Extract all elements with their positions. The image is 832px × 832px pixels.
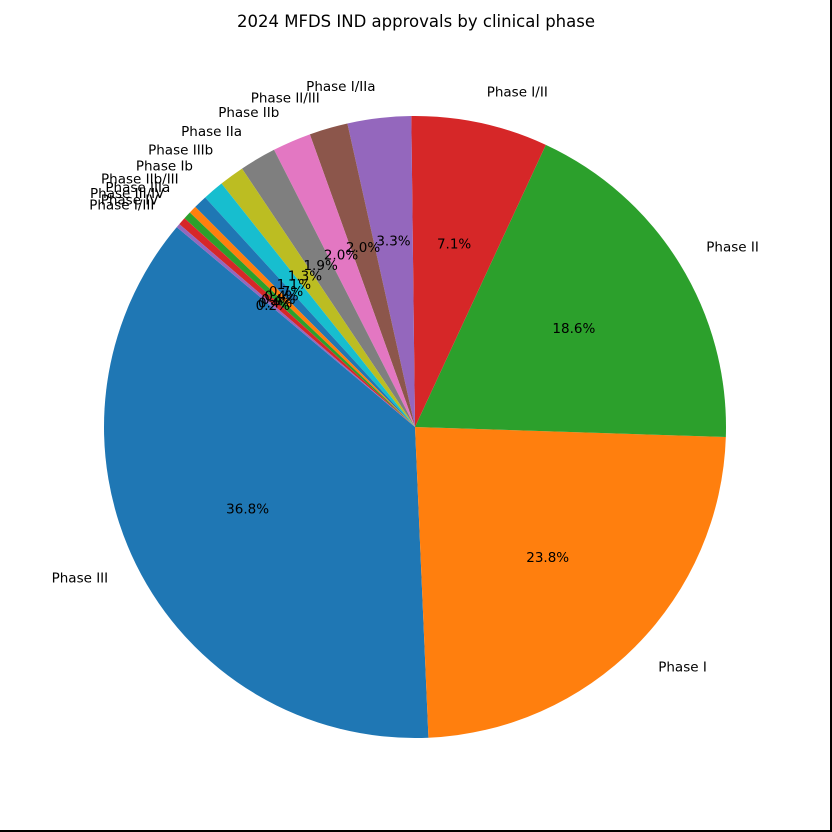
pie-labels: Phase III 36.8% Phase I 23.8% Phase II 18.6% P… — [52, 79, 759, 675]
pct-phase-ib: 1.1% — [277, 277, 311, 293]
pct-phase-iiia: 0.4% — [264, 289, 298, 305]
label-phase-i-iia: Phase I/IIa — [306, 79, 375, 95]
label-phase-ib: Phase Ib — [136, 159, 193, 175]
slice-phase-iia — [241, 149, 415, 427]
pct-phase-i-ii: 7.1% — [437, 237, 471, 253]
label-phase-i-iii: Phase I/III — [89, 197, 154, 213]
label-phase-i-ii: Phase I/II — [487, 85, 548, 101]
slice-phase-ii-iii — [309, 123, 415, 427]
slice-phase-i-iia — [347, 116, 415, 427]
slice-phase-iv — [179, 218, 415, 427]
slice-phase-iib-iii — [195, 197, 415, 427]
pct-phase-iv: 0.4% — [258, 296, 292, 312]
pct-phase-iib: 2.0% — [324, 248, 358, 264]
slice-phase-i-iii — [176, 224, 415, 427]
slice-phase-i-ii — [411, 116, 546, 427]
pct-phase-i-iia: 3.3% — [376, 234, 410, 250]
pct-phase-iia: 1.9% — [303, 258, 337, 274]
pct-phase-ii-iii: 2.0% — [346, 240, 380, 256]
slice-phase-iib — [274, 134, 415, 427]
label-phase-iib: Phase IIb — [218, 105, 279, 121]
slice-phase-iiib — [221, 168, 415, 427]
slice-phase-iii — [103, 227, 429, 738]
label-phase-iia: Phase IIa — [181, 124, 242, 140]
slice-phase-ib — [205, 183, 415, 427]
slice-phase-ii — [415, 144, 727, 437]
label-phase-iiib: Phase IIIb — [148, 143, 213, 159]
label-phase-ii: Phase II — [706, 240, 759, 256]
chart-title: 2024 MFDS IND approvals by clinical phas… — [237, 12, 595, 31]
pie-slices — [103, 116, 727, 738]
pct-phase-i-iii: 0.2% — [256, 298, 290, 314]
label-phase-iv: Phase IV — [101, 193, 160, 209]
label-phase-i: Phase I — [658, 660, 707, 676]
pct-phase-iiib: 1.3% — [288, 268, 322, 284]
slice-phase-i — [415, 427, 726, 738]
label-phase-iii-iv: Phase III/IV — [90, 186, 165, 202]
label-phase-iib-iii: Phase IIb/III — [101, 172, 179, 188]
pct-phase-iii: 36.8% — [226, 502, 269, 518]
pct-phase-i: 23.8% — [526, 550, 569, 566]
label-phase-ii-iii: Phase II/III — [251, 90, 320, 106]
slice-phase-iiia — [189, 206, 415, 427]
label-phase-iiia: Phase IIIa — [105, 180, 170, 196]
pct-phase-iib-iii: 0.7% — [269, 284, 303, 300]
pct-phase-iii-iv: 0.4% — [261, 292, 295, 308]
pct-phase-ii: 18.6% — [552, 321, 595, 337]
label-phase-iii: Phase III — [52, 570, 109, 586]
slice-phase-iii-iv — [184, 212, 415, 427]
